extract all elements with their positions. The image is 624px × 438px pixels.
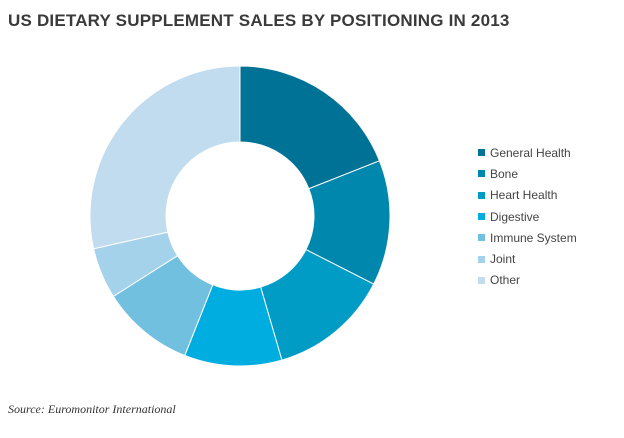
legend-item: Other — [478, 270, 577, 291]
legend-label: Digestive — [490, 209, 540, 224]
legend-label: General Health — [490, 145, 571, 160]
legend-swatch — [478, 149, 485, 157]
source-note: Source: Euromonitor International — [8, 402, 176, 416]
legend-item: Joint — [478, 248, 577, 269]
legend-swatch — [478, 191, 485, 199]
legend-item: General Health — [478, 142, 577, 163]
legend-swatch — [478, 213, 485, 221]
donut-slice-general-health — [239, 65, 381, 190]
chart-legend: General Health Bone Heart Health Digestive I… — [478, 142, 577, 291]
legend-item: Digestive — [478, 206, 577, 227]
legend-label: Heart Health — [490, 188, 558, 203]
legend-label: Joint — [490, 252, 516, 267]
legend-swatch — [478, 234, 485, 242]
legend-label: Bone — [490, 166, 519, 181]
donut-slice-other — [89, 65, 241, 250]
legend-swatch — [478, 255, 485, 263]
legend-item: Immune System — [478, 227, 577, 248]
legend-label: Immune System — [490, 230, 577, 245]
chart-title: US DIETARY SUPPLEMENT SALES BY POSITIONI… — [8, 11, 510, 30]
legend-swatch — [478, 276, 485, 284]
legend-item: Heart Health — [478, 185, 577, 206]
legend-label: Other — [490, 273, 521, 288]
legend-item: Bone — [478, 163, 577, 184]
legend-swatch — [478, 170, 485, 178]
